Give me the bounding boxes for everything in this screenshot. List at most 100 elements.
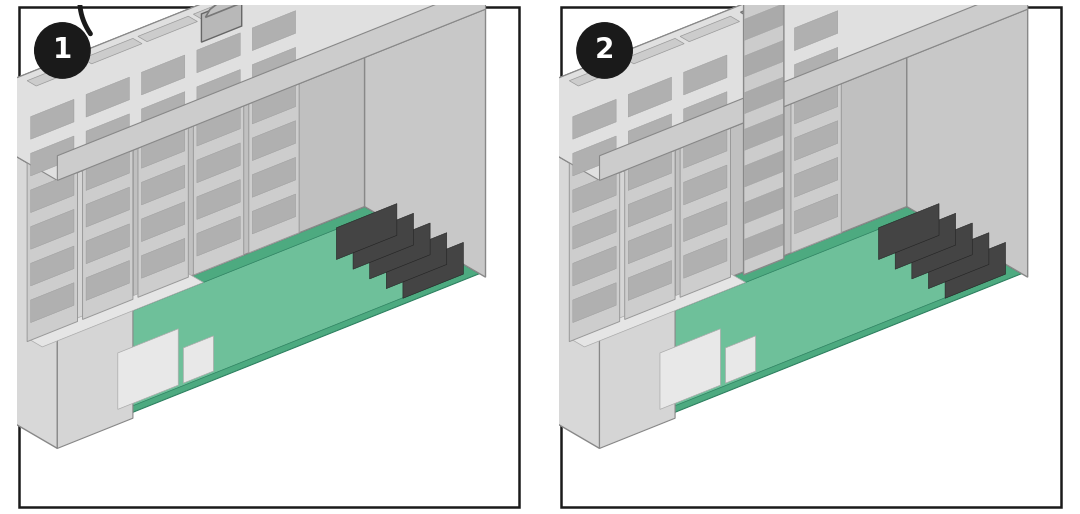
Polygon shape [726,336,756,383]
Polygon shape [30,136,75,176]
Polygon shape [141,165,185,205]
Polygon shape [624,39,675,320]
Polygon shape [253,157,296,197]
Bar [0,371,13,380]
Text: 2: 2 [595,36,615,64]
Polygon shape [795,157,838,197]
Circle shape [577,23,632,78]
Polygon shape [569,273,745,347]
Polygon shape [86,77,130,117]
Polygon shape [86,261,130,300]
Polygon shape [253,11,296,50]
Polygon shape [478,0,907,378]
Polygon shape [138,16,188,297]
Polygon shape [138,16,198,42]
Polygon shape [684,201,727,242]
Polygon shape [27,273,203,347]
Circle shape [521,355,532,367]
Polygon shape [369,223,430,279]
Polygon shape [741,0,787,16]
Polygon shape [624,39,684,64]
FancyBboxPatch shape [18,7,519,507]
Polygon shape [197,216,240,256]
Polygon shape [572,246,617,286]
Polygon shape [478,0,1028,180]
Polygon shape [248,0,299,253]
Polygon shape [629,261,672,300]
Polygon shape [30,283,75,323]
Polygon shape [680,16,730,297]
Bar [535,371,555,380]
Polygon shape [572,136,617,176]
Polygon shape [86,114,130,154]
Polygon shape [744,151,783,187]
Polygon shape [629,151,672,190]
Polygon shape [57,0,486,180]
Polygon shape [0,222,451,430]
Polygon shape [193,0,244,275]
Polygon shape [197,179,240,219]
Polygon shape [791,0,841,253]
Polygon shape [86,187,130,227]
Polygon shape [907,0,1028,277]
Polygon shape [197,143,240,183]
Polygon shape [684,55,727,95]
Polygon shape [387,233,447,288]
Polygon shape [57,150,133,448]
Polygon shape [141,55,185,95]
Polygon shape [403,243,463,298]
Polygon shape [253,84,296,124]
Polygon shape [253,47,296,87]
Polygon shape [572,99,617,139]
Polygon shape [744,41,783,77]
Polygon shape [518,222,994,430]
Polygon shape [197,33,240,73]
Polygon shape [0,0,365,378]
Polygon shape [336,204,396,260]
Polygon shape [365,0,486,277]
Polygon shape [253,194,296,234]
Polygon shape [205,0,245,17]
Polygon shape [684,238,727,278]
Polygon shape [680,16,740,42]
Polygon shape [86,151,130,190]
Polygon shape [0,207,480,439]
Polygon shape [744,114,783,151]
Polygon shape [197,106,240,146]
Circle shape [521,164,532,177]
Polygon shape [30,246,75,286]
Text: 1: 1 [53,36,72,64]
Polygon shape [184,336,214,383]
Polygon shape [795,121,838,160]
Polygon shape [744,0,783,4]
Polygon shape [684,91,727,132]
Polygon shape [197,69,240,109]
Polygon shape [945,243,1005,298]
Polygon shape [744,77,783,114]
Polygon shape [30,173,75,213]
Polygon shape [202,0,242,42]
Polygon shape [82,39,133,320]
Polygon shape [744,4,783,41]
Polygon shape [30,99,75,139]
Polygon shape [353,213,414,269]
Polygon shape [795,11,838,50]
Polygon shape [744,187,783,224]
Polygon shape [684,165,727,205]
Polygon shape [27,61,86,86]
Polygon shape [629,187,672,227]
Polygon shape [572,173,617,213]
FancyBboxPatch shape [561,7,1062,507]
Polygon shape [118,329,178,409]
Polygon shape [27,61,78,342]
Polygon shape [795,84,838,124]
Polygon shape [744,0,784,275]
Polygon shape [572,283,617,323]
Polygon shape [599,150,675,448]
Polygon shape [629,224,672,264]
Polygon shape [684,128,727,168]
Polygon shape [569,61,629,86]
Polygon shape [795,194,838,234]
Polygon shape [86,224,130,264]
Polygon shape [193,0,253,20]
